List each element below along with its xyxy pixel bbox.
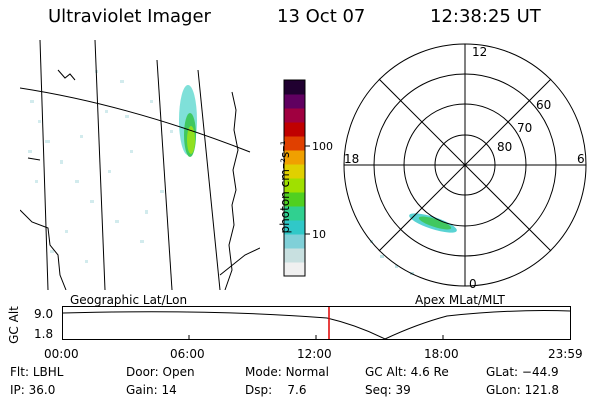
altitude-axis-label: GC Alt [7,306,21,344]
colorbar-cell [284,122,305,137]
altitude-tick-max: 9.0 [34,307,54,321]
date-label: 13 Oct 07 [277,6,366,27]
geographic-label: Geographic Lat/Lon [70,293,188,307]
colorbar-cell [284,178,305,193]
colorbar-cell [284,94,305,109]
mlt-label-0: 0 [469,277,477,290]
coastlines [20,69,260,290]
colorbar-cell [284,248,305,263]
polar-aurora [370,213,457,275]
mlt-label-18: 18 [344,152,359,166]
auroral-emission [179,85,197,157]
mlt-label-12: 12 [472,45,487,59]
status-ip: IP: 36.0 [10,383,56,397]
map-grid [20,40,251,290]
status-gain: Gain: 14 [126,383,177,397]
status-door: Door: Open [126,365,195,379]
colorbar-cell [284,108,305,123]
status-flt: Flt: LBHL [10,365,64,379]
altitude-curve [62,310,571,340]
lat-label-70: 70 [517,121,532,135]
status-dsp: Dsp: 7.6 [245,383,307,397]
time-tick-1200: 12:00 [297,347,332,361]
lat-label-80: 80 [497,140,512,154]
altitude-tick-min: 1.8 [34,327,54,341]
colorbar-cell [284,206,305,221]
colorbar-frame [283,79,306,277]
altitude-plot [62,306,571,340]
polar-grid [343,43,587,287]
status-seq: Seq: 39 [365,383,411,397]
colorbar-cell [284,262,305,277]
colorbar-cell [284,220,305,235]
colorbar-cell [284,80,305,95]
altitude-x-ticks [188,335,444,339]
status-glon: GLon: 121.8 [486,383,559,397]
colorbar-cell [284,136,305,151]
colorbar-tick-100: 100 [312,140,333,153]
colorbar-cell [284,164,305,179]
mlt-label-6: 6 [577,152,585,166]
status-mode: Mode: Normal [245,365,329,379]
colorbar-gradient [284,80,305,277]
lat-label-60: 60 [536,98,551,112]
colorbar-cell [284,150,305,165]
apex-label: Apex MLat/MLT [415,293,505,307]
time-tick-0000: 00:00 [44,347,79,361]
time-tick-0600: 06:00 [170,347,205,361]
colorbar-tick-10: 10 [312,228,326,241]
colorbar-cell [284,192,305,207]
colorbar-cell [284,234,305,249]
polar-plot: 12 0 18 6 60 70 80 [343,43,587,290]
time-tick-1800: 18:00 [424,347,459,361]
instrument-title: Ultraviolet Imager [48,6,211,27]
time-label: 12:38:25 UT [430,6,541,27]
status-gc-alt: GC Alt: 4.6 Re [365,365,449,379]
colorbar-label: photon cm⁻²s⁻¹ [278,140,292,234]
status-glat: GLat: −44.9 [486,365,559,379]
color-scale [283,79,310,277]
time-tick-2359: 23:59 [548,347,583,361]
geographic-map [20,40,260,290]
